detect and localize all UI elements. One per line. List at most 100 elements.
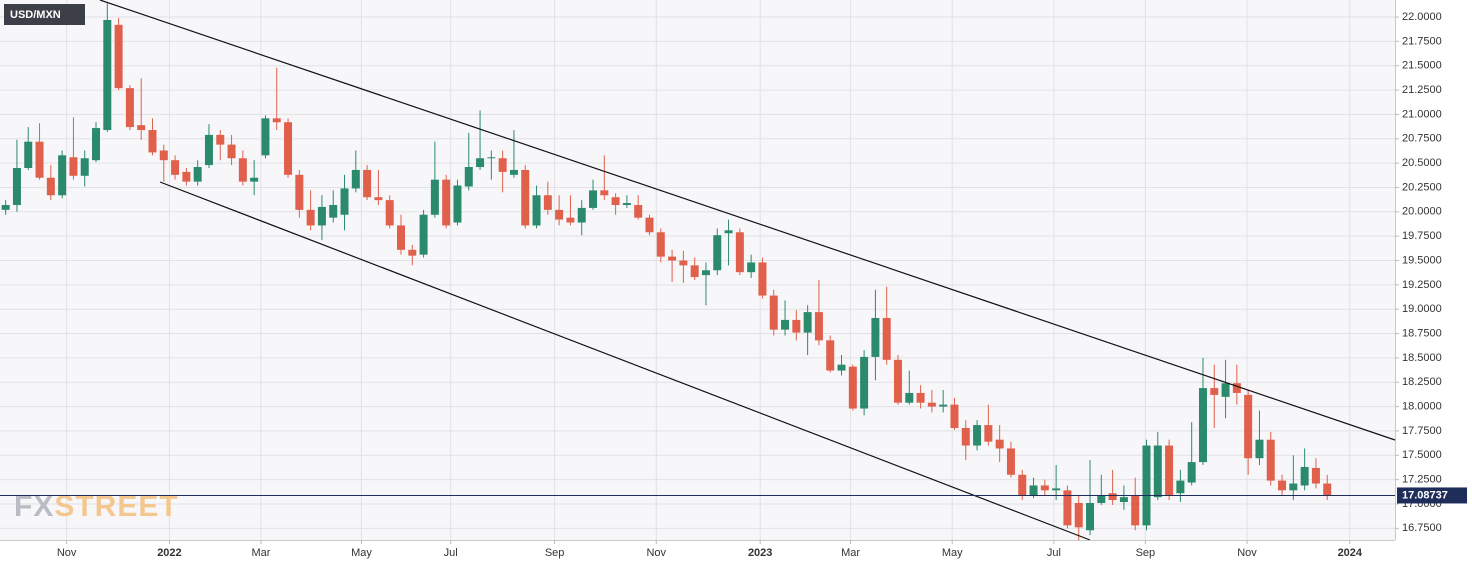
candle-body [125, 88, 134, 128]
x-tick-label: 2022 [157, 547, 181, 559]
candle-body [645, 217, 654, 233]
candle-body [1052, 488, 1061, 491]
candle-body [1323, 483, 1332, 496]
candle-body [92, 128, 101, 161]
candle-body [1210, 388, 1219, 395]
candle-body [476, 158, 485, 168]
candle-body [814, 312, 823, 341]
candle-body [555, 209, 564, 220]
candle-body [272, 118, 281, 123]
candle-body [837, 364, 846, 371]
candle-body [577, 207, 586, 223]
x-tick-label: 2024 [1338, 547, 1363, 559]
candle-body [69, 157, 78, 176]
candle-body [306, 209, 315, 226]
candle-body [893, 359, 902, 403]
candle-body [1165, 445, 1174, 496]
candle-body [826, 340, 835, 371]
candle-body [216, 134, 225, 145]
candle-body [634, 204, 643, 218]
y-tick-label: 20.2500 [1402, 181, 1442, 193]
candles [1, 3, 1332, 540]
candle-body [905, 392, 914, 403]
candle-body [961, 428, 970, 446]
candle-body [781, 319, 790, 330]
x-tick-label: May [942, 547, 963, 559]
candle-body [747, 262, 756, 273]
candle-body [1018, 474, 1027, 496]
candle-body [1244, 394, 1253, 459]
candle-body [1266, 439, 1275, 481]
candle-body [1289, 483, 1298, 491]
x-tick-label: May [351, 547, 372, 559]
candle-body [1108, 493, 1117, 501]
candle-body [430, 179, 439, 215]
candle-body [973, 425, 982, 446]
candle-body [860, 356, 869, 409]
candle-body [159, 150, 168, 161]
candle-body [882, 317, 891, 360]
candle-body [464, 167, 473, 187]
symbol-title: USD/MXN [10, 9, 61, 21]
candle-body [950, 404, 959, 429]
candle-body [848, 366, 857, 409]
candle-body [340, 188, 349, 215]
trend-line-upper [99, 0, 1396, 441]
candle-body [408, 249, 417, 256]
candle-body [1153, 445, 1162, 498]
y-tick-label: 20.5000 [1402, 157, 1442, 169]
candle-body [1006, 448, 1015, 475]
candle-body [385, 200, 394, 226]
y-tick-label: 21.5000 [1402, 60, 1442, 72]
x-tick-label: Mar [841, 547, 860, 559]
y-tick-label: 18.0000 [1402, 400, 1442, 412]
candle-body [927, 402, 936, 407]
candle-body [487, 157, 496, 159]
x-tick-label: Nov [57, 547, 77, 559]
candle-body [656, 232, 665, 257]
y-tick-label: 19.2500 [1402, 279, 1442, 291]
candle-body [329, 204, 338, 218]
last-price-label: 17.08737 [1402, 489, 1448, 501]
watermark: FXSTREET [14, 490, 179, 523]
candle-body [984, 425, 993, 442]
candle-body [758, 262, 767, 296]
y-tick-label: 18.7500 [1402, 327, 1442, 339]
y-tick-label: 16.7500 [1402, 522, 1442, 534]
candle-body [803, 312, 812, 333]
trend-line-lower [159, 181, 1091, 541]
candle-body [871, 317, 880, 357]
candle-body [724, 230, 733, 234]
candle-body [227, 144, 236, 159]
candle-body [442, 179, 451, 226]
candle-body [295, 174, 304, 210]
y-tick-label: 19.5000 [1402, 254, 1442, 266]
candle-body [261, 118, 270, 156]
y-tick-label: 18.2500 [1402, 376, 1442, 388]
y-tick-label: 18.5000 [1402, 352, 1442, 364]
candle-body [611, 197, 620, 205]
y-tick-label: 20.7500 [1402, 133, 1442, 145]
candle-body [137, 125, 146, 131]
candle-body [250, 177, 259, 182]
candle-body [622, 203, 631, 205]
candle-body [1074, 502, 1083, 528]
candle-body [1221, 383, 1230, 397]
x-tick-label: Nov [646, 547, 666, 559]
candle-body [35, 141, 44, 178]
candle-body [419, 214, 428, 255]
y-tick-label: 17.7500 [1402, 425, 1442, 437]
x-tick-label: Nov [1237, 547, 1257, 559]
candle-body [374, 197, 383, 201]
y-tick-label: 19.0000 [1402, 303, 1442, 315]
candle-body [1086, 502, 1095, 531]
candle-body [12, 167, 21, 205]
candle-body [1232, 383, 1241, 393]
candle-body [284, 122, 293, 175]
candle-body [1176, 480, 1185, 494]
y-tick-label: 19.7500 [1402, 230, 1442, 242]
candle-body [148, 130, 157, 153]
y-tick-label: 17.5000 [1402, 449, 1442, 461]
candle-body [498, 158, 507, 172]
